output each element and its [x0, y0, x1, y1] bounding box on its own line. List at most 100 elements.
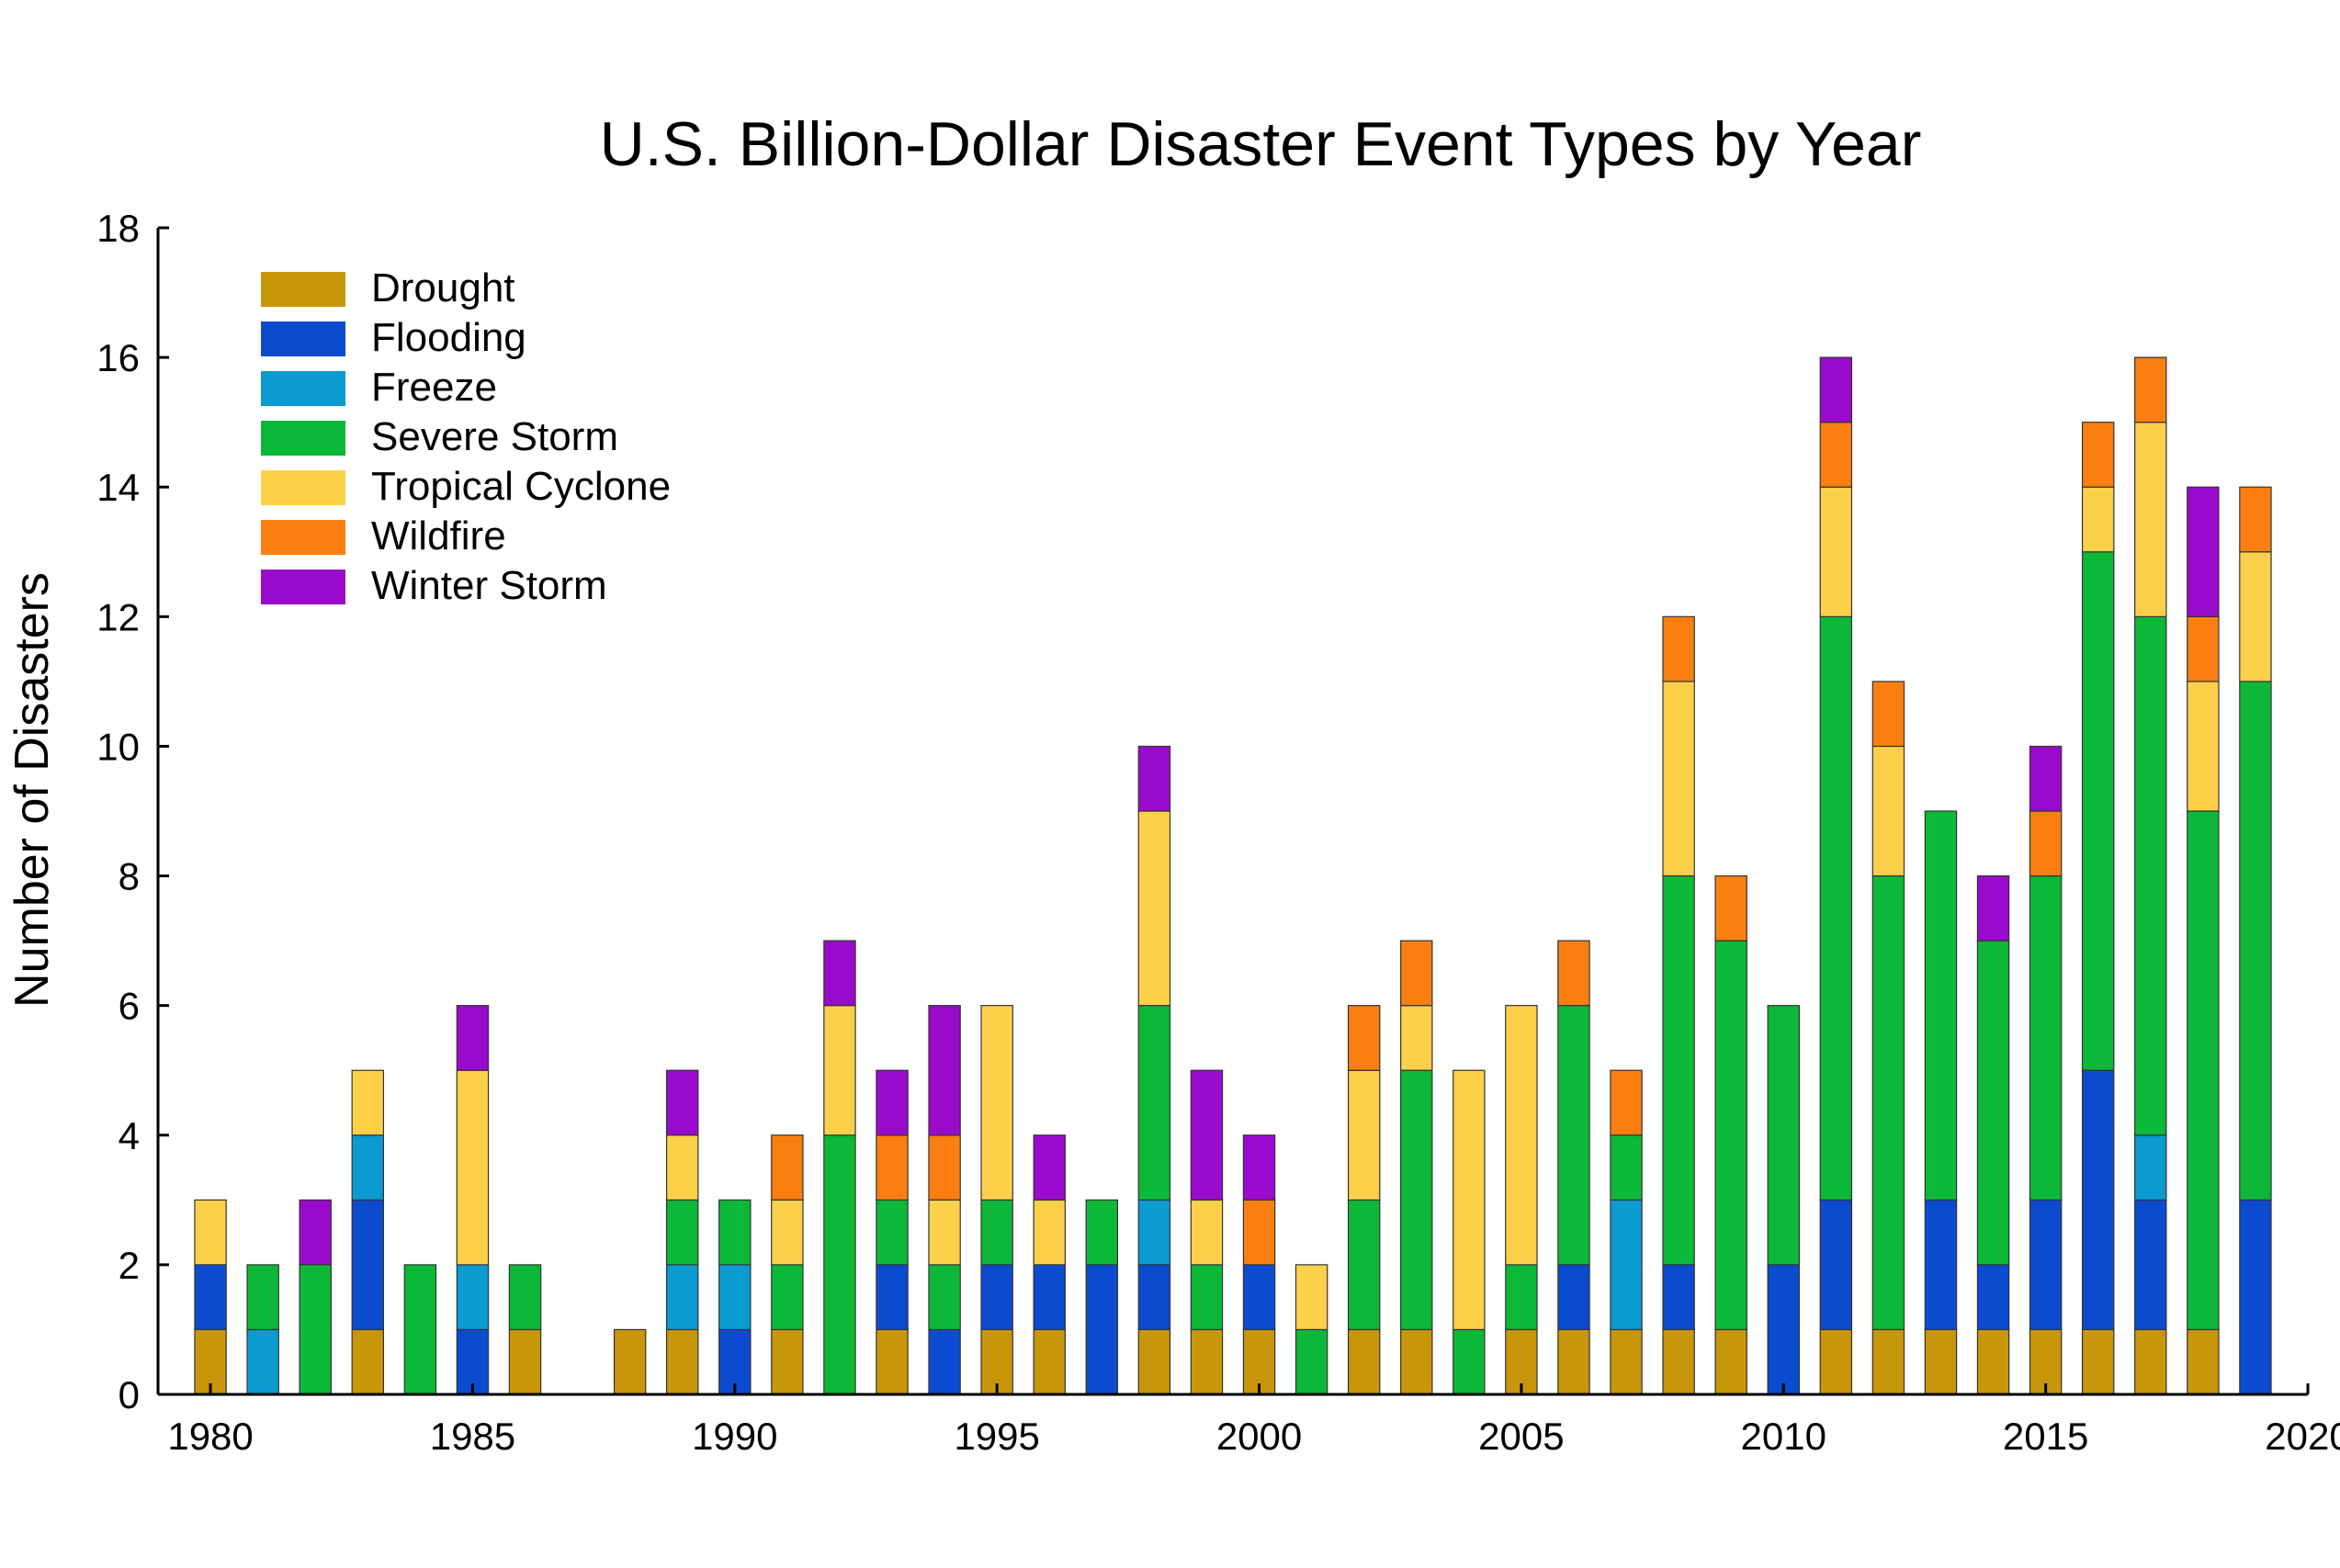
bar-segment-2008-severe-storm	[1662, 874, 1695, 1266]
bar-segment-2019-tropical-cyclone	[2239, 551, 2272, 682]
bar-segment-1985-winter-storm	[456, 1005, 490, 1071]
bar-segment-1998-severe-storm	[1137, 1005, 1171, 1201]
bar-segment-1985-tropical-cyclone	[456, 1069, 490, 1266]
bar-segment-1994-winter-storm	[928, 1005, 961, 1136]
bar-segment-2011-winter-storm	[1819, 356, 1853, 423]
bar-segment-2011-severe-storm	[1819, 615, 1853, 1201]
legend-swatch-tropical-cyclone	[261, 470, 345, 505]
bar-segment-1998-drought	[1137, 1328, 1171, 1395]
axes-layer	[156, 228, 2308, 1396]
y-tick-label-16: 16	[96, 336, 140, 379]
bar-segment-2003-tropical-cyclone	[1400, 1005, 1433, 1071]
bar-segment-2007-drought	[1610, 1328, 1643, 1395]
bar-segment-1995-severe-storm	[980, 1199, 1013, 1266]
bar-segment-2000-flooding	[1242, 1264, 1276, 1331]
x-tick-label-1985: 1985	[430, 1415, 515, 1458]
bar-segment-2012-drought	[1871, 1328, 1905, 1395]
ticks-layer: 0 2 4 6 8 10 12 14 16 18 1980 1985 1990 1995 2000 2005 2…	[96, 207, 2340, 1458]
legend-label-freeze: Freeze	[371, 365, 497, 410]
bar-segment-2008-drought	[1662, 1328, 1695, 1395]
y-tick-label-18: 18	[96, 207, 140, 250]
y-tick-label-0: 0	[119, 1373, 140, 1416]
bar-segment-1984-severe-storm	[403, 1264, 437, 1395]
x-tick-label-2010: 2010	[1741, 1415, 1826, 1458]
bar-segment-2006-drought	[1557, 1328, 1590, 1395]
bar-segment-2003-severe-storm	[1400, 1069, 1433, 1331]
y-tick-label-4: 4	[119, 1114, 140, 1157]
x-tick-label-1995: 1995	[954, 1415, 1039, 1458]
bar-segment-2009-drought	[1714, 1328, 1747, 1395]
bar-segment-1999-severe-storm	[1190, 1264, 1224, 1331]
bar-segment-1993-flooding	[876, 1264, 909, 1331]
bar-segment-2016-tropical-cyclone	[2081, 486, 2115, 553]
bar-segment-2010-flooding	[1767, 1264, 1800, 1395]
bar-segment-1989-winter-storm	[666, 1069, 699, 1136]
bar-segment-1995-flooding	[980, 1264, 1013, 1331]
bar-segment-2017-tropical-cyclone	[2134, 422, 2167, 617]
bar-segment-2004-tropical-cyclone	[1453, 1069, 1486, 1331]
bar-segment-1988-drought	[613, 1328, 647, 1395]
bar-segment-2012-severe-storm	[1871, 874, 1905, 1331]
bar-segment-1997-severe-storm	[1085, 1199, 1119, 1266]
bar-segment-1990-severe-storm	[718, 1199, 752, 1266]
bar-segment-1982-severe-storm	[299, 1264, 332, 1395]
bar-segment-2019-wildfire	[2239, 486, 2272, 553]
bar-segment-1995-tropical-cyclone	[980, 1005, 1013, 1201]
bar-segment-2015-wildfire	[2029, 810, 2063, 877]
bar-segment-1989-tropical-cyclone	[666, 1134, 699, 1201]
bar-segment-2017-drought	[2134, 1328, 2167, 1395]
bar-segment-2002-wildfire	[1347, 1005, 1381, 1071]
bar-segment-2009-severe-storm	[1714, 940, 1747, 1331]
bar-segment-2013-severe-storm	[1924, 810, 1958, 1201]
legend-swatch-freeze	[261, 371, 345, 406]
bar-segment-1983-freeze	[351, 1134, 385, 1201]
bar-segment-1994-severe-storm	[928, 1264, 961, 1331]
bar-segment-2014-flooding	[1976, 1264, 2010, 1331]
bar-segment-1985-freeze	[456, 1264, 490, 1331]
y-tick-label-10: 10	[96, 725, 140, 768]
legend-swatch-drought	[261, 272, 345, 307]
bar-segment-2002-drought	[1347, 1328, 1381, 1395]
legend-label-drought: Drought	[371, 265, 515, 310]
bar-segment-2018-winter-storm	[2187, 486, 2220, 617]
bar-segment-1996-flooding	[1033, 1264, 1066, 1331]
bar-segment-1983-tropical-cyclone	[351, 1069, 385, 1136]
bar-segment-2005-severe-storm	[1505, 1264, 1538, 1331]
bar-segment-1994-wildfire	[928, 1134, 961, 1201]
bar-segment-2013-flooding	[1924, 1199, 1958, 1331]
bar-segment-2002-tropical-cyclone	[1347, 1069, 1381, 1201]
legend-label-flooding: Flooding	[371, 315, 526, 360]
bar-segment-1992-tropical-cyclone	[823, 1005, 856, 1136]
bar-segment-2014-winter-storm	[1976, 874, 2010, 942]
bar-segment-2011-tropical-cyclone	[1819, 486, 1853, 617]
bar-segment-2007-freeze	[1610, 1199, 1643, 1331]
bar-segment-2011-flooding	[1819, 1199, 1853, 1331]
bar-segment-1999-tropical-cyclone	[1190, 1199, 1224, 1266]
legend-label-severe-storm: Severe Storm	[371, 414, 618, 459]
bar-segment-1997-flooding	[1085, 1264, 1119, 1395]
bar-segment-2001-severe-storm	[1294, 1328, 1328, 1395]
bar-segment-2011-drought	[1819, 1328, 1853, 1395]
bar-segment-2005-tropical-cyclone	[1505, 1005, 1538, 1266]
bar-segment-1992-winter-storm	[823, 940, 856, 1007]
legend-label-tropical-cyclone: Tropical Cyclone	[371, 464, 671, 509]
x-tick-label-2005: 2005	[1478, 1415, 1564, 1458]
bar-segment-2000-winter-storm	[1242, 1134, 1276, 1201]
bar-segment-2003-drought	[1400, 1328, 1433, 1395]
bar-segment-1981-severe-storm	[246, 1264, 279, 1331]
y-axis-label: Number of Disasters	[6, 572, 59, 1008]
bar-segment-2018-tropical-cyclone	[2187, 681, 2220, 812]
bar-segment-2012-tropical-cyclone	[1871, 745, 1905, 877]
bar-segment-2016-severe-storm	[2081, 551, 2115, 1071]
bar-segment-2017-freeze	[2134, 1134, 2167, 1201]
bar-segment-1983-drought	[351, 1328, 385, 1395]
bar-segment-2015-severe-storm	[2029, 874, 2063, 1201]
x-tick-label-1990: 1990	[692, 1415, 777, 1458]
bar-segment-1991-wildfire	[771, 1134, 804, 1201]
bar-segment-2008-flooding	[1662, 1264, 1695, 1331]
bar-segment-2018-drought	[2187, 1328, 2220, 1395]
x-tick-label-1980: 1980	[167, 1415, 253, 1458]
bar-segment-1991-severe-storm	[771, 1264, 804, 1331]
